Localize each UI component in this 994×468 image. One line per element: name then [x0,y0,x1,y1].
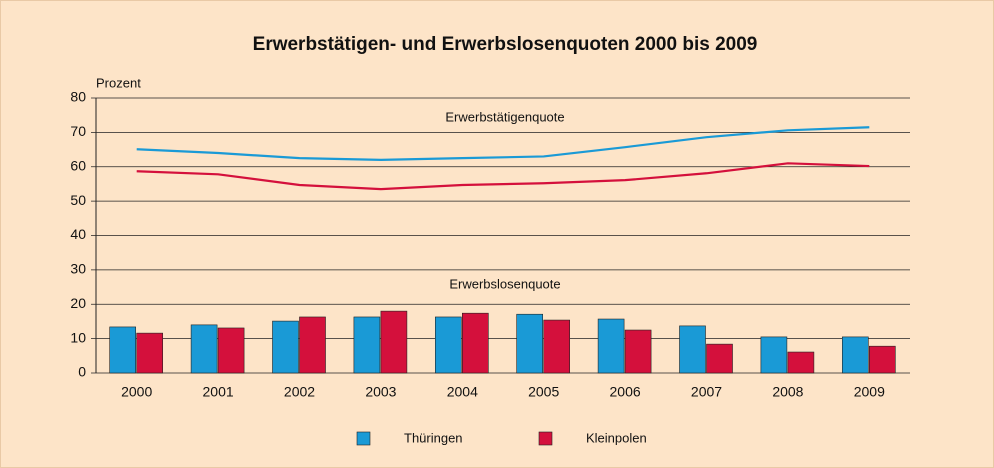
bar [353,316,381,374]
bar [272,320,299,374]
y-tick-label: 10 [70,329,86,345]
x-tick-label: 2006 [610,384,641,400]
bar [380,310,408,374]
x-tick-label: 2009 [854,384,885,400]
line [136,162,870,191]
legend-label: Thüringen [404,430,463,445]
bar [787,351,815,374]
y-tick-label: 0 [78,364,86,380]
legend-swatch [356,431,371,446]
bar [136,332,163,374]
y-tick-label: 50 [70,192,86,208]
annotation: Erwerbslosenquote [449,276,560,291]
bar [624,329,652,374]
x-tick-label: 2003 [365,384,396,400]
bar [543,319,571,374]
y-tick-label: 40 [70,226,86,242]
bar [597,318,625,374]
bar [461,312,489,374]
bar [109,326,136,374]
legend-swatch [538,431,553,446]
y-tick-label: 70 [70,123,86,139]
x-tick-label: 2004 [447,384,478,400]
line [136,126,870,161]
bar [760,336,788,374]
x-tick-label: 2008 [772,384,803,400]
y-axis-label: Prozent [96,75,141,90]
x-tick-label: 2000 [121,384,152,400]
bar [679,325,706,374]
bar [706,343,733,374]
y-tick-label: 80 [70,89,86,105]
bar [434,316,462,374]
x-tick-label: 2002 [284,384,315,400]
bar [516,313,544,374]
x-tick-label: 2007 [691,384,722,400]
y-tick-label: 20 [70,295,86,311]
bar [217,327,245,374]
y-tick-label: 60 [70,157,86,173]
bar [841,336,869,374]
bar [299,316,326,374]
chart-title: Erwerbstätigen- und Erwerbslosenquoten 2… [253,34,758,55]
x-tick-label: 2001 [203,384,234,400]
bar [190,324,218,374]
y-tick-label: 30 [70,261,86,277]
legend-label: Kleinpolen [586,430,647,445]
x-tick-label: 2005 [528,384,559,400]
annotation: Erwerbstätigenquote [445,109,564,124]
bar [868,345,896,374]
